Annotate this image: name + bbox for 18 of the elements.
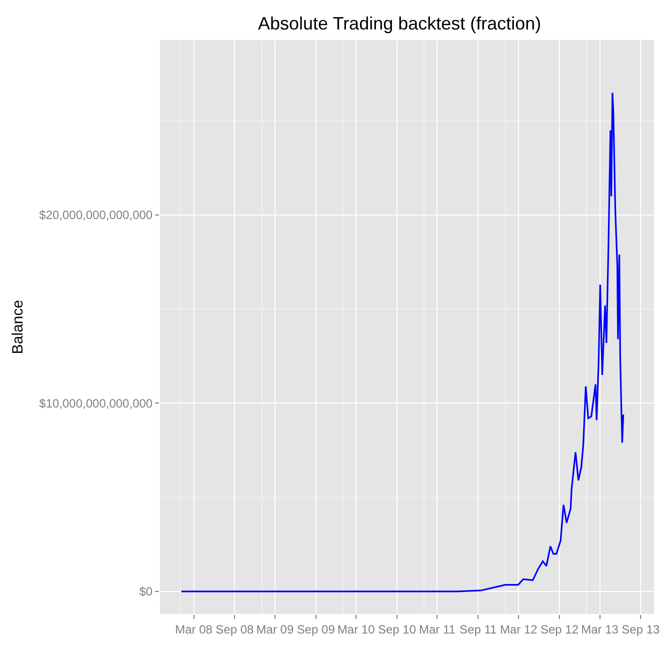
y-tick-label: $0 (139, 584, 153, 599)
y-tick-label: $10,000,000,000,000 (39, 396, 153, 410)
chart-title: Absolute Trading backtest (fraction) (258, 13, 542, 34)
x-tick-label: Mar 08 (175, 622, 213, 636)
x-tick-label: Sep 08 (216, 622, 254, 636)
x-tick-label: Mar 11 (419, 622, 456, 636)
x-tick-label: Mar 09 (256, 622, 294, 636)
x-tick-label: Mar 10 (337, 622, 376, 636)
x-tick-label: Sep 12 (540, 622, 579, 636)
x-tick-label: Mar 12 (500, 622, 538, 636)
line-series (180, 92, 624, 592)
x-tick-label: Sep 09 (296, 622, 336, 636)
x-tick-label: Mar 13 (581, 622, 619, 636)
y-axis-title: Balance (9, 300, 26, 354)
x-tick-label: Sep 11 (460, 622, 498, 636)
y-tick-label: $20,000,000,000,000 (39, 208, 153, 222)
x-tick-label: Sep 10 (378, 622, 416, 636)
x-tick-label: Sep 13 (622, 622, 660, 636)
